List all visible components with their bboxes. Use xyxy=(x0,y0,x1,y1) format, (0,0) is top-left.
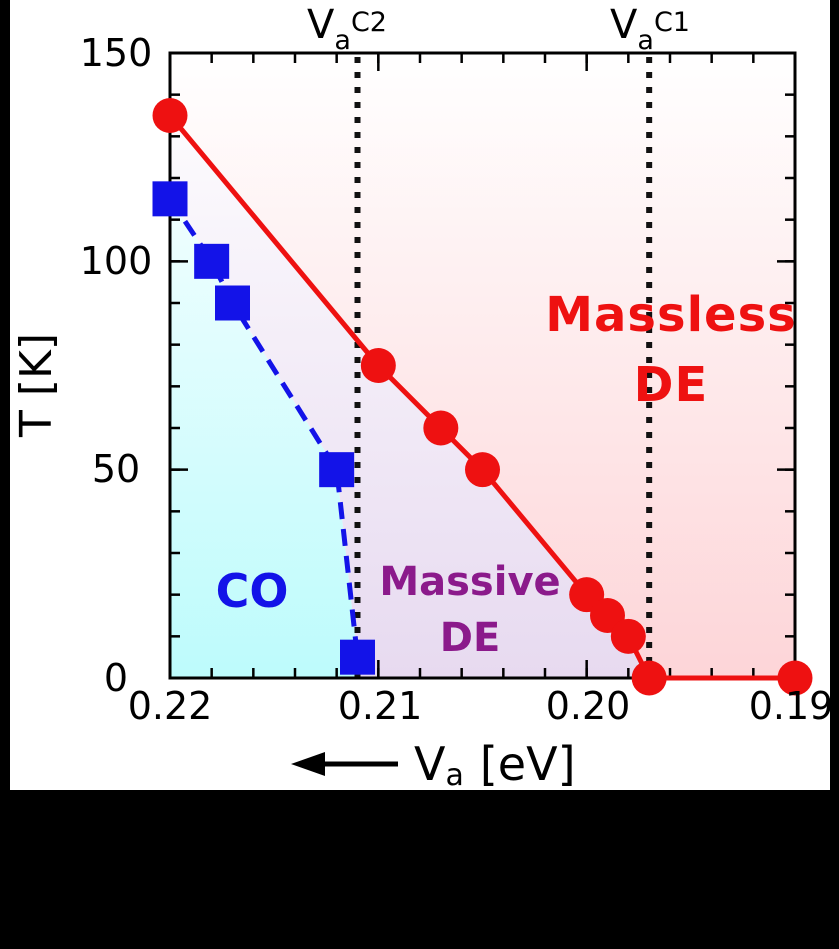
massless-de-boundary-point xyxy=(423,410,459,446)
y-tick-50: 50 xyxy=(91,447,141,491)
axis-ticks xyxy=(168,51,797,680)
x-tick-0-19: 0.19 xyxy=(748,684,834,728)
massless-de-line2: DE xyxy=(633,357,709,413)
vline-c2-base: V xyxy=(307,2,335,48)
massless-de-region-label: Massless DE xyxy=(518,280,824,420)
co-region-label: CO xyxy=(215,564,289,618)
vline-c1-base: V xyxy=(610,2,638,48)
left-arrow-icon xyxy=(291,752,398,776)
co-boundary-point xyxy=(215,285,250,321)
x-axis-label-subscript: a xyxy=(445,758,464,793)
x-tick-0-21: 0.21 xyxy=(337,684,423,728)
plot-frame xyxy=(168,51,797,680)
y-tick-150: 150 xyxy=(79,31,153,75)
massless-de-region xyxy=(170,53,795,678)
y-tick-100: 100 xyxy=(79,239,153,283)
co-boundary-point xyxy=(319,452,355,488)
y-axis-label: T [K] xyxy=(11,332,62,438)
y-tick-0: 0 xyxy=(103,656,129,700)
x-axis-label-base: V xyxy=(414,737,446,791)
vline-c1-superscript: C1 xyxy=(653,7,690,38)
massive-de-line1: Massive xyxy=(379,559,561,605)
co-boundary-point xyxy=(194,243,230,279)
massless-de-boundary-point xyxy=(777,660,813,696)
massless-de-boundary-markers xyxy=(152,98,813,696)
massless-de-boundary-point xyxy=(360,348,396,383)
x-axis-label-unit: [eV] xyxy=(479,737,576,791)
massless-de-boundary-point xyxy=(152,98,188,133)
vline-c2-subscript: a xyxy=(334,25,351,56)
massless-de-boundary-point xyxy=(631,660,667,696)
massive-de-line2: DE xyxy=(439,615,501,661)
massless-de-boundary-point xyxy=(465,452,500,488)
vline-c2-superscript: C2 xyxy=(350,7,387,38)
x-tick-0-22: 0.22 xyxy=(127,684,213,728)
massless-de-line1: Massless xyxy=(545,287,797,343)
vline-c1-subscript: a xyxy=(637,25,654,56)
x-tick-0-20: 0.20 xyxy=(545,684,631,728)
massive-de-region xyxy=(170,115,650,678)
massless-de-boundary-point xyxy=(610,618,646,654)
co-boundary-markers xyxy=(152,181,375,675)
co-boundary-point xyxy=(340,639,375,675)
massive-de-region-label: Massive DE xyxy=(360,554,580,666)
co-boundary-point xyxy=(152,181,188,217)
